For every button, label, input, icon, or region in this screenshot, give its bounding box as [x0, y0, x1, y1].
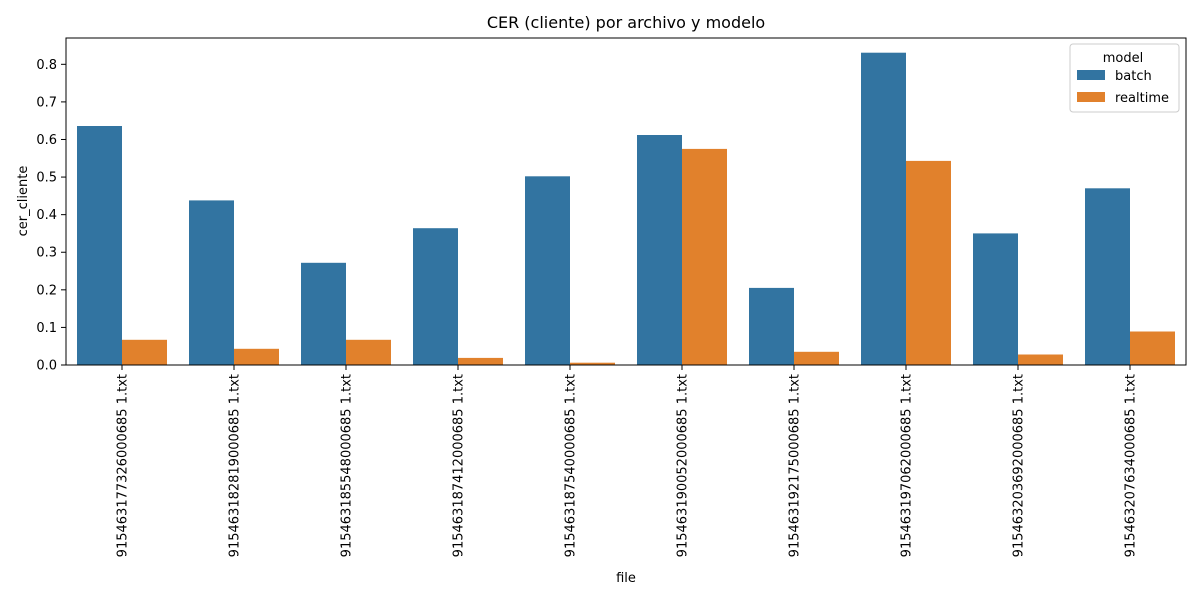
x-tick-label: 915463182819000685 1.txt	[228, 374, 243, 557]
bar-realtime-9	[1018, 355, 1063, 366]
legend-swatch-batch	[1077, 70, 1105, 80]
x-axis: 915463177326000685 1.txt 9154631828190006…	[116, 365, 1139, 557]
bar-batch-2	[189, 200, 234, 365]
y-tick-label: 0.7	[36, 95, 57, 110]
y-tick-label: 0.2	[36, 283, 57, 298]
y-tick-label: 0.8	[36, 58, 57, 73]
x-tick-label: 915463192175000685 1.txt	[788, 374, 803, 557]
legend-label-batch: batch	[1115, 69, 1152, 84]
legend: model batch realtime	[1070, 44, 1179, 112]
x-tick-label: 915463185548000685 1.txt	[340, 374, 355, 557]
chart-title: CER (cliente) por archivo y modelo	[487, 13, 765, 32]
x-tick-label: 915463177326000685 1.txt	[116, 374, 131, 557]
y-tick-label: 0.0	[36, 359, 57, 374]
bar-realtime-10	[1130, 332, 1175, 366]
bar-realtime-8	[906, 161, 951, 365]
bar-realtime-7	[794, 352, 839, 365]
x-tick-label: 915463197062000685 1.txt	[900, 374, 915, 557]
bar-batch-3	[301, 263, 346, 365]
y-tick-label: 0.3	[36, 246, 57, 261]
x-tick-label: 915463187412000685 1.txt	[452, 374, 467, 557]
bar-realtime-6	[682, 149, 727, 365]
legend-swatch-realtime	[1077, 92, 1105, 102]
bar-batch-4	[413, 228, 458, 365]
bar-batch-7	[749, 288, 794, 365]
bar-batch-8	[861, 53, 906, 365]
y-axis: 0.0 0.1 0.2 0.3 0.4 0.5 0.6 0.7 0.8	[36, 58, 66, 374]
bar-batch-5	[525, 176, 570, 365]
y-axis-title: cer_cliente	[16, 166, 31, 237]
legend-title: model	[1103, 51, 1143, 66]
x-tick-label: 915463203692000685 1.txt	[1012, 374, 1027, 557]
y-tick-label: 0.4	[36, 208, 57, 223]
y-tick-label: 0.6	[36, 133, 57, 148]
bar-batch-10	[1085, 188, 1130, 365]
y-tick-label: 0.1	[36, 321, 57, 336]
x-tick-label: 915463207634000685 1.txt	[1124, 374, 1139, 557]
bar-batch-6	[637, 135, 682, 365]
bar-realtime-4	[458, 358, 503, 365]
x-axis-title: file	[616, 571, 636, 586]
bar-realtime-1	[122, 340, 167, 365]
legend-label-realtime: realtime	[1115, 91, 1169, 106]
y-tick-label: 0.5	[36, 171, 57, 186]
x-tick-label: 915463187540000685 1.txt	[564, 374, 579, 557]
x-tick-label: 915463190052000685 1.txt	[676, 374, 691, 557]
bar-realtime-2	[234, 349, 279, 365]
bar-realtime-3	[346, 340, 391, 365]
bar-batch-9	[973, 233, 1018, 365]
bar-batch-1	[77, 126, 122, 365]
